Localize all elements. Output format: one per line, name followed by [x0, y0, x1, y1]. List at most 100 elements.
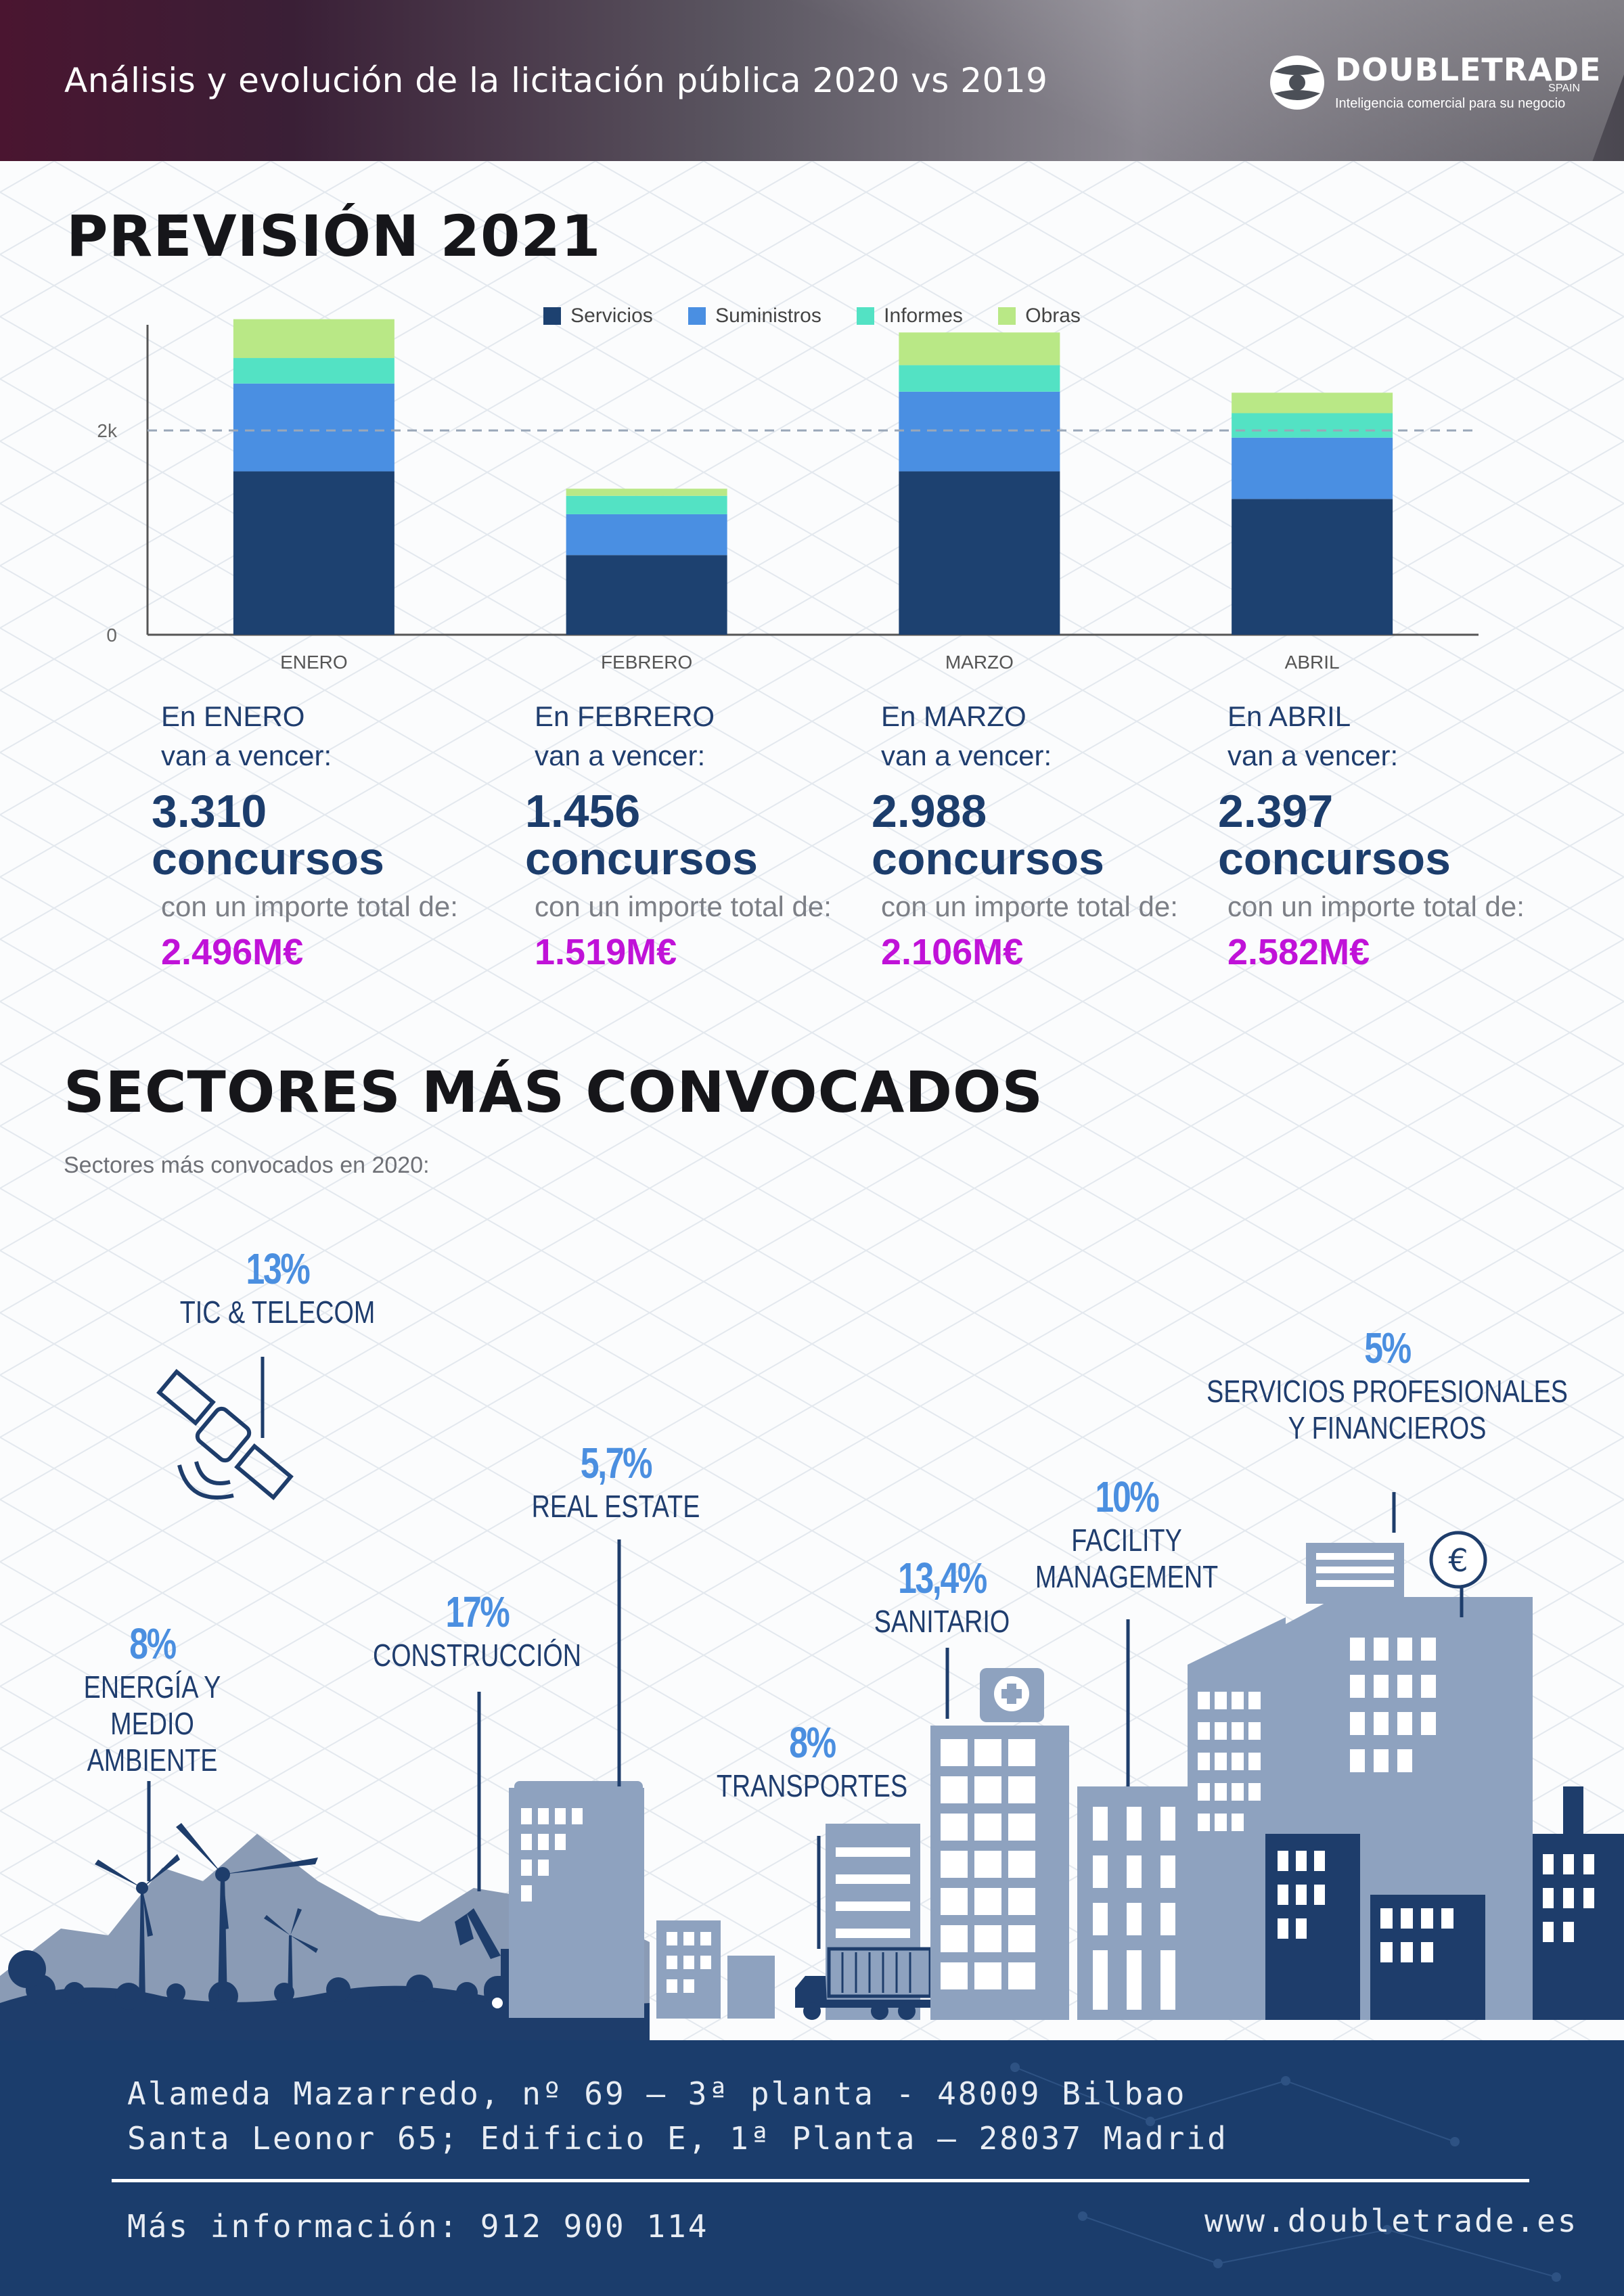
medical-cross-icon	[980, 1668, 1044, 1722]
stat-amount-caption: con un importe total de:	[881, 891, 1178, 922]
forecast-bar-chart: 0 2k ENERO FEBRERO MARZO ABRIL	[97, 319, 1479, 673]
website-link[interactable]: www.doubletrade.es	[1204, 2203, 1579, 2239]
header-banner: Análisis y evolución de la licitación pú…	[0, 0, 1624, 161]
legend-swatch	[688, 307, 706, 325]
bar-segment-enero-informes	[233, 358, 394, 384]
contact-phone[interactable]: Más información: 912 900 114	[127, 2208, 709, 2245]
legend-item-servicios: Servicios	[543, 305, 653, 328]
sector-percentage: 8%	[129, 1619, 177, 1668]
sector-name: FACILITY	[1071, 1523, 1182, 1558]
address-madrid: Santa Leonor 65; Edificio E, 1ª Planta –…	[127, 2120, 1228, 2157]
stat-unit: concursos	[1218, 833, 1451, 884]
sector-name-line2: MANAGEMENT	[1035, 1559, 1219, 1594]
stat-month: En ENERO	[161, 700, 305, 732]
sector-transportes: 8% TRANSPORTES	[677, 1717, 947, 1804]
bar-segment-enero-servicios	[233, 471, 394, 635]
stat-month: En FEBRERO	[535, 700, 715, 732]
sector-percentage: 5%	[1364, 1324, 1412, 1372]
sector-energia: 8% ENERGÍA Y MEDIO AMBIENTE	[20, 1619, 284, 1778]
footer-divider	[112, 2179, 1529, 2182]
sector-percentage: 13,4%	[898, 1554, 987, 1602]
bar-segment-febrero-servicios	[566, 555, 727, 635]
logo-tagline: Inteligencia comercial para su negocio	[1335, 96, 1566, 111]
stat-caption: van a vencer:	[161, 740, 332, 771]
sector-percentage: 8%	[789, 1718, 836, 1767]
bar-segment-febrero-informes	[566, 495, 727, 514]
financial-towers	[1188, 1543, 1624, 2020]
stat-amount-caption: con un importe total de:	[1227, 891, 1525, 922]
legend-label: Servicios	[570, 305, 653, 327]
sectors-heading: SECTORES MÁS CONVOCADOS	[64, 1059, 1043, 1125]
y-tick-label: 0	[106, 625, 117, 646]
sectors-subtitle: Sectores más convocados en 2020:	[64, 1152, 430, 1178]
bar-segment-febrero-obras	[566, 489, 727, 496]
sector-real-estate: 5,7% REAL ESTATE	[480, 1438, 751, 1525]
bar-segment-marzo-servicios	[899, 471, 1060, 635]
x-tick-label: ABRIL	[1285, 652, 1340, 673]
legend-item-obras: Obras	[998, 305, 1081, 328]
stat-count: 1.456	[525, 786, 641, 837]
stat-amount-caption: con un importe total de:	[161, 891, 458, 922]
truck-icon	[795, 1947, 932, 2020]
stat-amount-caption: con un importe total de:	[535, 891, 832, 922]
stat-count: 2.988	[872, 786, 987, 837]
bar-segment-abril-obras	[1232, 392, 1393, 413]
sector-name-line2: Y FINANCIEROS	[1288, 1410, 1487, 1445]
chart-legend: Servicios Suministros Informes Obras	[0, 305, 1624, 328]
sector-name: CONSTRUCCIÓN	[372, 1638, 582, 1673]
logo-mark-icon	[1270, 55, 1324, 110]
sector-name: SANITARIO	[874, 1604, 1010, 1639]
sector-construccion: 17% CONSTRUCCIÓN	[342, 1587, 612, 1673]
page-title: Análisis y evolución de la licitación pú…	[64, 61, 1048, 100]
sector-percentage: 13%	[246, 1244, 311, 1293]
sector-name: TIC & TELECOM	[179, 1295, 376, 1330]
logo-country: SPAIN	[1548, 83, 1580, 94]
bar-segment-febrero-suministros	[566, 514, 727, 556]
forecast-heading: PREVISIÓN 2021	[66, 203, 602, 269]
sector-name: ENERGÍA Y MEDIO	[83, 1669, 221, 1741]
sector-servicios-profesionales: 5% SERVICIOS PROFESIONALES Y FINANCIEROS	[1144, 1323, 1624, 1446]
legend-item-suministros: Suministros	[688, 305, 821, 328]
footer: Alameda Mazarredo, nº 69 – 3ª planta - 4…	[0, 2040, 1624, 2296]
doubletrade-logo[interactable]: DOUBLETRADE SPAIN Inteligencia comercial…	[1269, 49, 1600, 116]
x-tick-label: FEBRERO	[601, 652, 692, 673]
real-estate-building	[509, 1781, 644, 2018]
sector-percentage: 10%	[1095, 1472, 1160, 1521]
y-tick-label: 2k	[97, 420, 118, 441]
x-tick-label: ENERO	[280, 652, 348, 673]
sector-name: REAL ESTATE	[531, 1489, 700, 1524]
stat-caption: van a vencer:	[881, 740, 1052, 771]
stat-count: 2.397	[1218, 786, 1334, 837]
bar-segment-marzo-suministros	[899, 391, 1060, 472]
sector-name: SERVICIOS PROFESIONALES	[1206, 1374, 1568, 1409]
legend-swatch	[857, 307, 875, 325]
stat-caption: van a vencer:	[535, 740, 706, 771]
x-tick-label: MARZO	[945, 652, 1014, 673]
sector-facility: 10% FACILITY MANAGEMENT	[991, 1472, 1262, 1595]
bar-segment-marzo-informes	[899, 365, 1060, 392]
bar-segment-abril-servicios	[1232, 499, 1393, 635]
sector-tic-telecom: 13% TIC & TELECOM	[142, 1244, 413, 1330]
logo-name: DOUBLETRADE	[1335, 51, 1602, 88]
sector-percentage: 5,7%	[580, 1439, 653, 1487]
sector-sanitario: 13,4% SANITARIO	[807, 1553, 1077, 1640]
stat-febrero: En FEBRERO van a vencer: 1.456 concursos…	[525, 697, 877, 973]
sector-name: TRANSPORTES	[716, 1768, 908, 1803]
stat-month: En MARZO	[881, 700, 1027, 732]
hospital-building	[930, 1668, 1069, 2020]
wind-turbine-icon	[95, 1823, 318, 2003]
bar-segment-abril-suministros	[1232, 437, 1393, 499]
satellite-icon	[156, 1368, 294, 1501]
sector-name-line2: AMBIENTE	[87, 1742, 218, 1778]
bar-segment-abril-informes	[1232, 413, 1393, 438]
city-illustration: €	[0, 1357, 1624, 2044]
legend-swatch	[998, 307, 1016, 325]
bar-segment-enero-obras	[233, 319, 394, 359]
bar-segment-marzo-obras	[899, 332, 1060, 365]
euro-icon: €	[1429, 1531, 1487, 1617]
stat-month: En ABRIL	[1227, 700, 1351, 732]
bar-segment-enero-suministros	[233, 383, 394, 472]
stat-amount: 2.496M€	[161, 932, 304, 972]
legend-item-informes: Informes	[857, 305, 963, 328]
stat-amount: 2.106M€	[881, 932, 1024, 972]
